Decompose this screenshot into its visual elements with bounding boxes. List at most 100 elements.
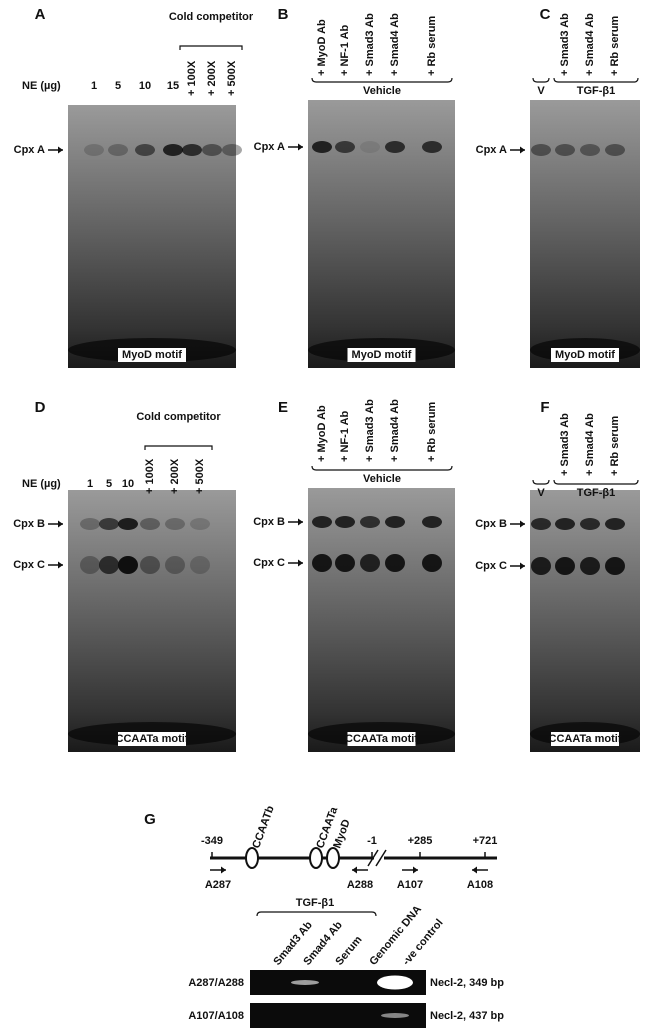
lane-label: + MyoD Ab	[316, 405, 328, 462]
motif-box	[118, 348, 186, 362]
group-label: TGF-β1	[577, 85, 616, 97]
gel	[530, 490, 640, 752]
lane-label: + 200X	[169, 458, 181, 494]
lane-label: + Smad3 Ab	[559, 13, 571, 76]
gel-band	[335, 141, 355, 153]
gel-band	[360, 141, 380, 153]
gel-band	[580, 518, 600, 530]
gel-band	[80, 556, 100, 574]
element	[245, 847, 259, 869]
lane-label: 5	[106, 478, 112, 490]
lane-label: + Rb serum	[426, 402, 438, 462]
row-label: NE (µg)	[22, 478, 61, 490]
group-label-box: Cold competitor	[136, 411, 221, 423]
arrow-head	[352, 866, 357, 874]
complex-label: Cpx B	[475, 518, 507, 530]
gel-band	[140, 518, 160, 530]
break-mark	[367, 849, 387, 867]
bracket	[311, 465, 453, 471]
gel	[68, 490, 236, 752]
gel-band	[99, 518, 119, 530]
gel-band	[165, 518, 185, 530]
arrow-head	[298, 143, 303, 151]
gel-band	[360, 516, 380, 528]
gel	[308, 488, 455, 752]
gel-band	[118, 518, 138, 530]
gel-band	[135, 144, 155, 156]
gel-band	[555, 518, 575, 530]
bracket	[311, 77, 453, 83]
lane-label: + Smad4 Ab	[389, 399, 401, 462]
motif-label: MyoD motif	[122, 349, 182, 361]
lane-label: + Smad4 Ab	[389, 13, 401, 76]
gel-band	[385, 554, 405, 572]
panel-label: C	[540, 6, 551, 23]
motif-box	[551, 732, 619, 746]
gel-band	[605, 144, 625, 156]
position-label: +721	[473, 835, 498, 847]
lane-label: + 500X	[194, 458, 206, 494]
gel-band	[531, 557, 551, 575]
lane-label: + NF-1 Ab	[339, 24, 351, 76]
gel-band	[182, 144, 202, 156]
gel-band	[108, 144, 128, 156]
element	[326, 847, 340, 869]
panel-label: E	[278, 399, 288, 416]
primer-label: A108	[467, 879, 493, 891]
arrow-head	[58, 561, 63, 569]
gel-band	[84, 144, 104, 156]
lane-label: + Rb serum	[426, 16, 438, 76]
gel-band	[422, 554, 442, 572]
element-label: CCAATb	[250, 804, 277, 850]
lane-label: + Smad3 Ab	[364, 13, 376, 76]
lane-label: + NF-1 Ab	[339, 410, 351, 462]
row-label: NE (µg)	[22, 80, 61, 92]
gel-band	[140, 556, 160, 574]
gel-band	[555, 557, 575, 575]
gel-band	[605, 557, 625, 575]
bracket	[144, 445, 213, 450]
gel-band	[580, 144, 600, 156]
row-label: A287/A288	[188, 977, 244, 989]
lane-label: + 500X	[226, 60, 238, 96]
arrow-head	[298, 518, 303, 526]
gel-band	[385, 141, 405, 153]
panel-label: A	[35, 6, 46, 23]
complex-label: Cpx C	[253, 557, 285, 569]
motif-box	[347, 348, 416, 362]
arrow-head	[221, 866, 226, 874]
position-label: +285	[408, 835, 433, 847]
gel-band	[222, 144, 242, 156]
complex-label: Cpx A	[476, 144, 507, 156]
gel-band	[377, 975, 413, 990]
motif-box	[347, 732, 416, 746]
gel-band	[385, 516, 405, 528]
gel	[308, 100, 455, 368]
gel-band	[360, 554, 380, 572]
gel-band	[422, 516, 442, 528]
primer-label: A287	[205, 879, 231, 891]
lane-label: + Rb serum	[609, 16, 621, 76]
group-label: Vehicle	[363, 85, 401, 97]
complex-label: Cpx A	[14, 144, 45, 156]
group-label: Vehicle	[363, 473, 401, 485]
break-gap	[374, 850, 384, 866]
motif-label: MyoD motif	[352, 349, 412, 361]
position-label: -349	[201, 835, 223, 847]
bracket	[532, 479, 550, 485]
lane-label: Serum	[333, 934, 364, 968]
gel	[530, 100, 640, 368]
panel-label: F	[540, 399, 549, 416]
gel-band	[422, 141, 442, 153]
group-label: Cold competitor	[136, 411, 221, 423]
arrow-head	[472, 866, 477, 874]
complex-label: Cpx A	[254, 141, 285, 153]
gel-band	[190, 556, 210, 574]
complex-label: Cpx B	[13, 518, 45, 530]
bracket	[553, 479, 639, 485]
motif-box	[551, 348, 619, 362]
arrow-head	[520, 146, 525, 154]
gel-band	[312, 554, 332, 572]
complex-label: Cpx B	[253, 516, 285, 528]
